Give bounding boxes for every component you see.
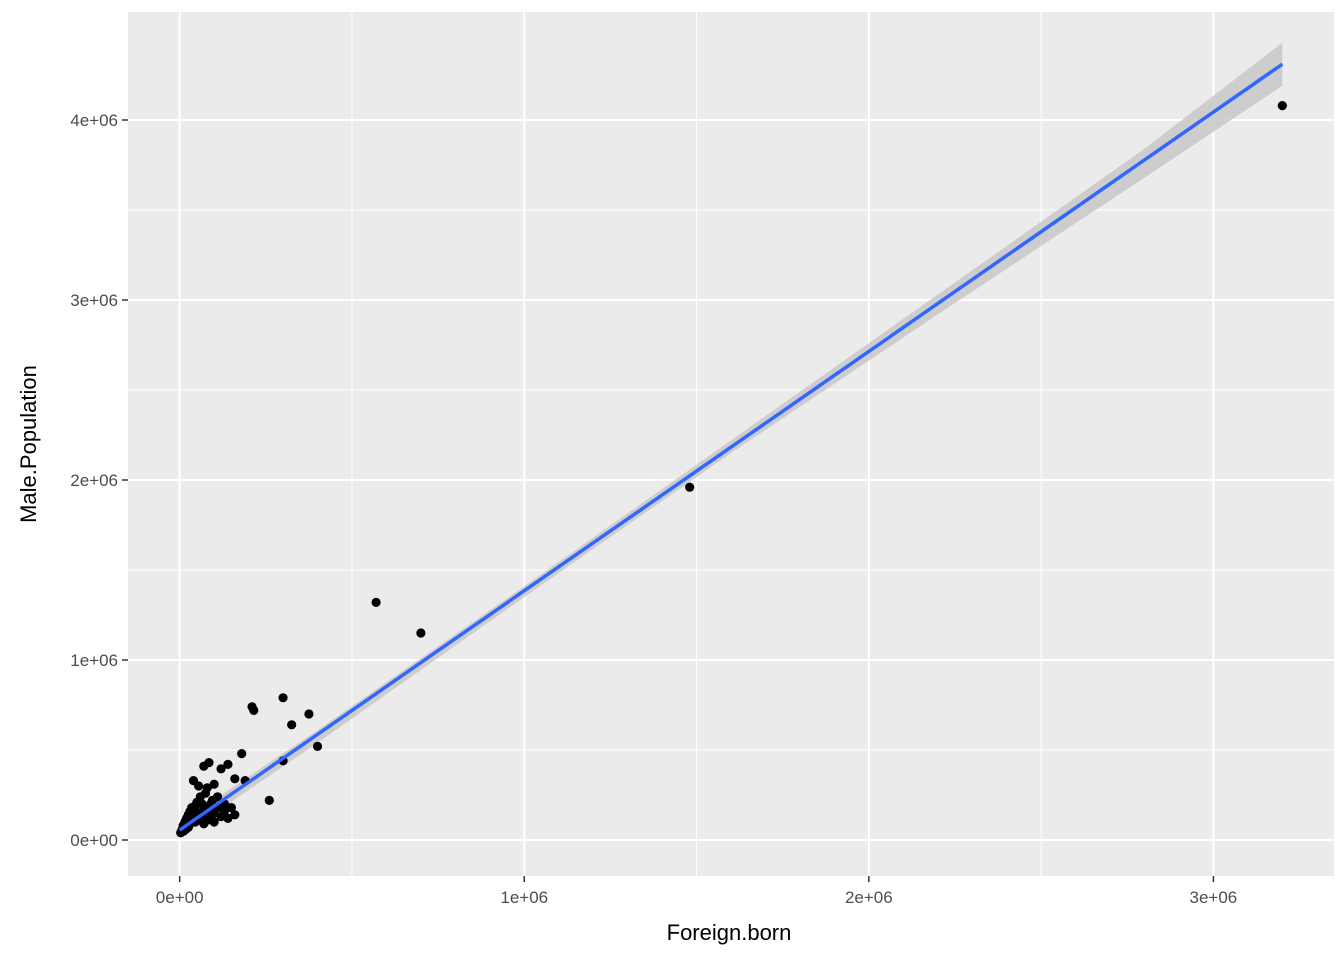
- data-point: [216, 764, 226, 774]
- data-point: [223, 759, 233, 770]
- data-point: [230, 810, 240, 820]
- data-point: [223, 813, 233, 824]
- x-axis-title: Foreign.born: [667, 920, 792, 945]
- data-point: [304, 709, 314, 719]
- x-tick-label: 3e+06: [1190, 888, 1238, 907]
- y-tick-label: 3e+06: [70, 291, 118, 310]
- y-axis-title: Male.Population: [16, 365, 41, 523]
- data-point: [226, 803, 236, 813]
- data-point: [416, 628, 426, 638]
- y-axis-ticks: 0e+00 1e+06 2e+06 3e+06 4e+06: [70, 111, 128, 850]
- fit-line: [178, 62, 1284, 832]
- x-tick-label: 1e+06: [500, 888, 548, 907]
- x-tick-label: 0e+00: [156, 888, 204, 907]
- data-point: [249, 705, 259, 716]
- y-tick-label: 1e+06: [70, 651, 118, 670]
- data-point: [1277, 101, 1287, 111]
- data-point: [287, 720, 297, 730]
- data-point: [312, 741, 323, 752]
- data-point: [278, 693, 288, 703]
- y-tick-label: 0e+00: [70, 831, 118, 850]
- data-point: [371, 597, 381, 608]
- data-point: [264, 795, 274, 806]
- y-tick-label: 4e+06: [70, 111, 118, 130]
- data-point: [194, 781, 204, 791]
- major-gridlines: [128, 12, 1334, 876]
- data-point: [209, 817, 219, 827]
- data-point: [188, 804, 199, 815]
- data-point: [230, 774, 240, 784]
- x-axis-ticks: 0e+00 1e+06 2e+06 3e+06: [156, 876, 1237, 907]
- minor-gridlines: [128, 12, 1334, 876]
- data-point: [199, 761, 209, 771]
- y-tick-label: 2e+06: [70, 471, 118, 490]
- data-point: [237, 749, 247, 759]
- data-point: [685, 482, 695, 492]
- data-point: [209, 779, 219, 789]
- x-tick-label: 2e+06: [845, 888, 893, 907]
- data-point: [219, 806, 230, 816]
